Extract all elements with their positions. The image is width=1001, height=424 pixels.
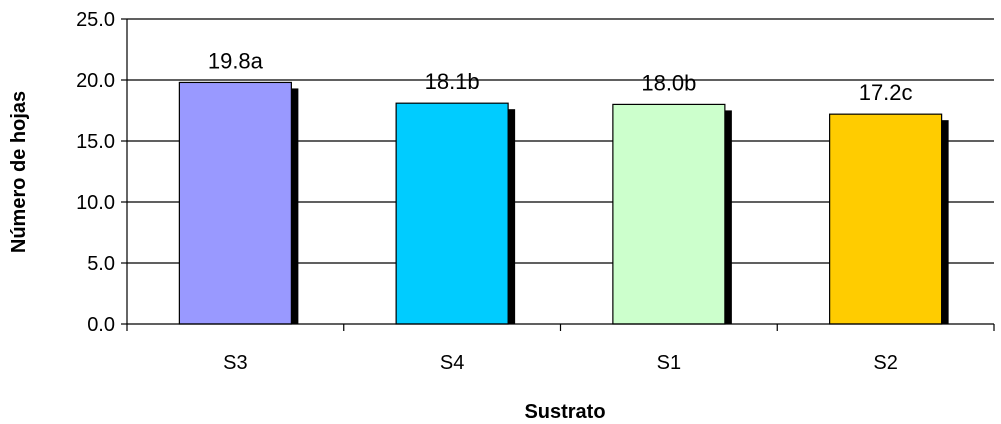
y-axis-title: Número de hojas [8,91,30,253]
x-axis-title: Sustrato [524,401,605,423]
x-tick-label: S2 [873,352,897,374]
data-label: 18.0b [641,70,696,95]
y-tick-label: 25.0 [76,9,115,31]
bar-s4 [395,102,509,325]
y-tick-label: 0.0 [87,314,115,336]
x-tick-label: S3 [223,352,247,374]
data-label: 19.8a [208,48,264,73]
x-tick-label: S4 [440,352,464,374]
data-label: 18.1b [425,69,480,94]
bar-s1 [612,103,726,325]
data-label: 17.2c [859,80,913,105]
y-tick-label: 5.0 [87,253,115,275]
labels: 0.0 5.0 10.0 15.0 20.0 25.0 19.8a S3 18.1b S4 18.0… [76,9,912,374]
bar-s3 [178,81,292,325]
bar-s2 [829,113,943,325]
x-tick-label: S1 [657,352,681,374]
axes [121,18,995,331]
y-tick-label: 15.0 [76,131,115,153]
bars [178,81,949,325]
y-tick-label: 10.0 [76,192,115,214]
y-tick-label: 20.0 [76,70,115,92]
